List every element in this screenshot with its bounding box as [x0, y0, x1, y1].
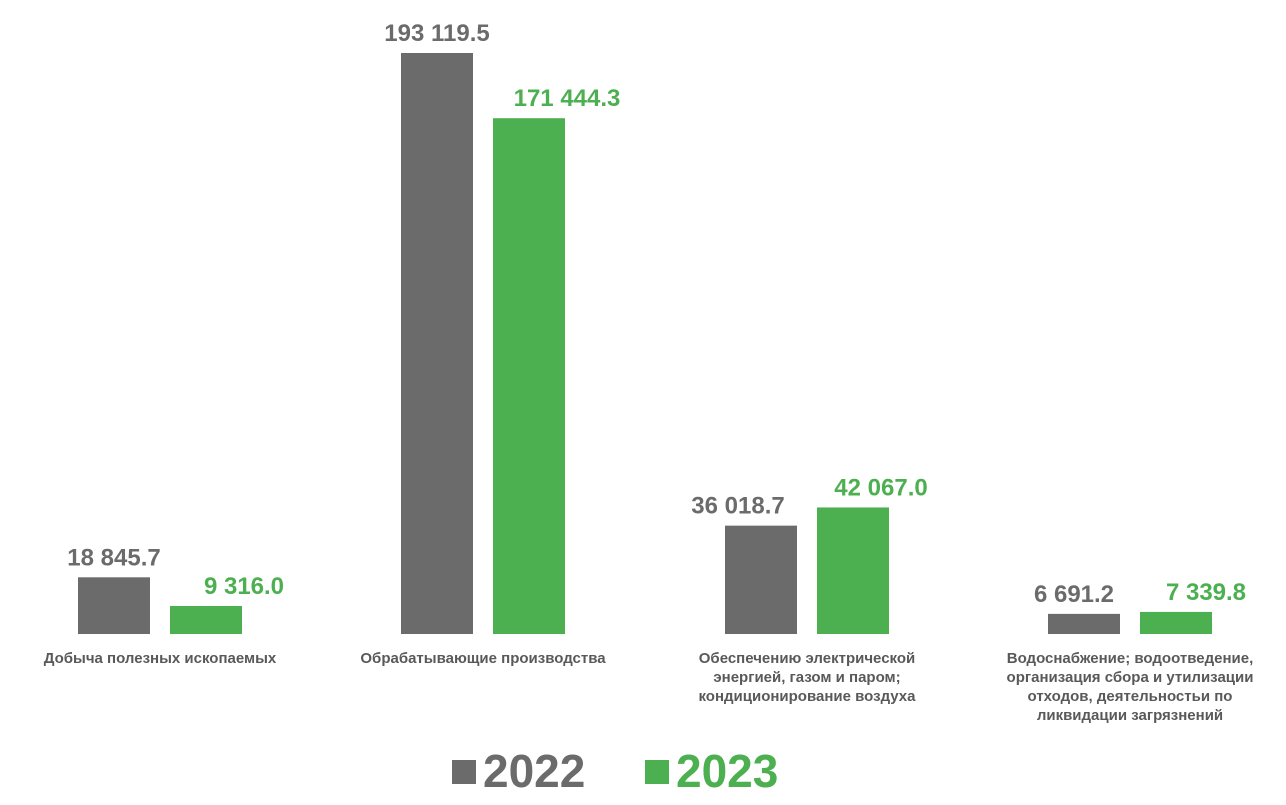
- value-label-2022-1: 193 119.5: [384, 20, 489, 47]
- value-label-2023-2: 42 067.0: [834, 474, 927, 501]
- bar-2022-1: [401, 53, 473, 634]
- bar-2023-3: [1140, 611, 1212, 634]
- value-label-2022-0: 18 845.7: [67, 544, 160, 571]
- category-label-3-line-0: Водоснабжение; водоотведение,: [1007, 650, 1254, 667]
- value-label-2023-0: 9 316.0: [204, 573, 284, 600]
- category-label-1-line-0: Обрабатывающие производства: [360, 650, 606, 667]
- category-label-3-line-1: организация сбора и утилизации: [1007, 669, 1254, 686]
- bar-2022-2: [725, 525, 797, 634]
- bar-2023-1: [493, 118, 565, 634]
- category-label-3-line-2: отходов, деятельностьи по: [1028, 688, 1233, 705]
- category-label-0-line-0: Добыча полезных ископаемых: [44, 650, 277, 667]
- bar-2023-2: [817, 507, 889, 634]
- value-label-2023-3: 7 339.8: [1166, 579, 1246, 606]
- legend-label-2023: 2023: [676, 745, 778, 797]
- legend-swatch-2022: [452, 760, 476, 784]
- value-label-2022-3: 6 691.2: [1034, 581, 1114, 608]
- value-label-2022-2: 36 018.7: [691, 493, 784, 520]
- category-label-3-line-3: ликвидации загрязнений: [1037, 707, 1223, 724]
- bar-2023-0: [170, 605, 242, 634]
- category-label-2-line-0: Обеспечению электрической: [699, 650, 915, 667]
- category-label-2-line-2: кондиционирование воздуха: [698, 688, 916, 705]
- legend: 2022 2023: [452, 745, 778, 797]
- category-labels-group: Добыча полезных ископаемых Обрабатывающие…: [44, 650, 1254, 724]
- value-label-2023-1: 171 444.3: [514, 85, 621, 112]
- bars-group: [78, 53, 1212, 634]
- bar-2022-0: [78, 577, 150, 634]
- bar-2022-3: [1048, 613, 1120, 634]
- legend-swatch-2023: [645, 760, 669, 784]
- value-labels-group: 18 845.7 193 119.5 36 018.7 6 691.2 9 316.0 1…: [67, 20, 1246, 608]
- category-label-2-line-1: энергией, газом и паром;: [713, 669, 900, 686]
- legend-label-2022: 2022: [483, 745, 585, 797]
